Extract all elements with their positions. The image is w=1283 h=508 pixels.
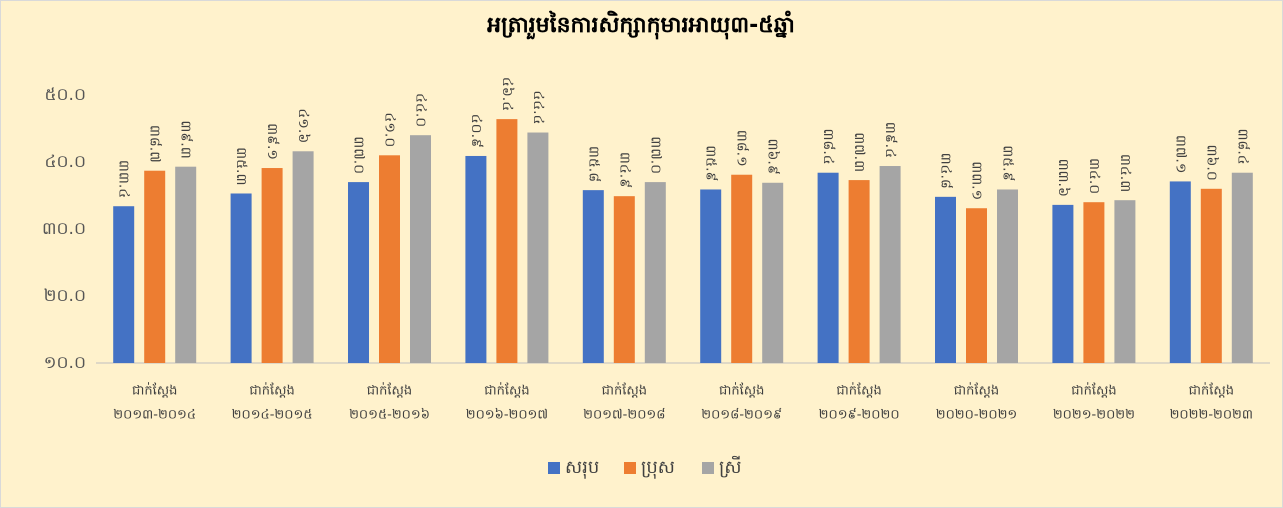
data-label: ៤៤.០ xyxy=(413,93,429,127)
data-label: ៣៤.០ xyxy=(1086,158,1102,194)
x-tick-label: ជាក់ស្តែង xyxy=(954,382,999,399)
data-label: ៣៩.៤ xyxy=(882,122,898,158)
legend-label: សរុប xyxy=(565,457,599,479)
data-label: ៤០.៩ xyxy=(468,114,484,148)
data-label: ៣៣.១ xyxy=(969,161,985,200)
chart-title: អត្រារួមនៃការសិក្សាកុមារអាយុ៣-៥ឆ្នាំ xyxy=(487,10,795,40)
data-label: ៣៥.៩ xyxy=(703,145,719,181)
data-label: ៣៨.៤ xyxy=(820,128,836,164)
y-tick-label: ៤០.០ xyxy=(44,152,86,172)
bar xyxy=(1231,172,1253,363)
data-label: ៣៧.០ xyxy=(351,136,367,174)
bar xyxy=(379,155,400,363)
data-label: ៣៨.១ xyxy=(734,130,750,167)
bar xyxy=(261,168,283,363)
x-tick-label: ២០២២-២០២៣ xyxy=(1170,408,1253,423)
data-label: ៣៧.០ xyxy=(647,136,663,174)
x-tick-label: ជាក់ស្តែង xyxy=(249,382,294,399)
x-tick-label: ជាក់ស្តែង xyxy=(602,382,647,399)
data-label: ៣៦.៩ xyxy=(765,139,781,175)
bar xyxy=(292,151,314,363)
x-tick-label: ២០១៧-២០១៨ xyxy=(583,408,665,423)
data-label: ៣៣.៦ xyxy=(1055,159,1071,197)
data-label: ៤៤.៤ xyxy=(530,90,546,124)
data-label: ៤៦.៤ xyxy=(499,77,515,111)
legend-swatch xyxy=(548,462,560,474)
data-label: ៣៩.១ xyxy=(264,123,280,160)
data-label: ៣៤.៣ xyxy=(1117,154,1133,192)
x-tick-label: ជាក់ស្តែង xyxy=(132,382,177,399)
data-label: ៤១.៦ xyxy=(295,108,311,143)
data-label: ៣៥.៨ xyxy=(585,146,601,182)
data-label: ៣៩.៣ xyxy=(178,120,194,158)
bar xyxy=(997,189,1018,363)
data-label: ៣៦.០ xyxy=(1203,145,1219,181)
x-tick-label: ជាក់ស្តែង xyxy=(484,382,529,399)
bar xyxy=(113,206,135,363)
bar xyxy=(1169,181,1191,363)
bar xyxy=(527,132,549,363)
bar xyxy=(1052,204,1074,363)
x-tick-label: ជាក់ស្តែង xyxy=(719,382,764,399)
bar xyxy=(644,182,666,363)
bar xyxy=(817,172,839,363)
bar xyxy=(700,189,722,363)
x-tick-label: ២០១៦-២០១៧ xyxy=(466,408,548,423)
x-tick-label: ២០២១-២០២២ xyxy=(1053,408,1135,423)
legend-label: ស្រី xyxy=(719,455,742,478)
bar xyxy=(1114,200,1136,363)
bar xyxy=(613,196,635,363)
bar xyxy=(762,182,784,363)
x-tick-label: ជាក់ស្តែង xyxy=(1189,382,1234,399)
data-label: ៣៨.៤ xyxy=(1234,128,1250,164)
x-tick-label: ២០១៨-២០១៩ xyxy=(701,408,782,423)
y-tick-label: ៥០.០ xyxy=(44,85,86,105)
data-label: ៣៧.៣ xyxy=(851,132,867,172)
y-tick-label: ៣០.០ xyxy=(42,219,86,239)
bar xyxy=(731,174,753,363)
bar xyxy=(410,135,431,363)
x-tick-label: ជាក់ស្តែង xyxy=(367,382,412,399)
data-label: ៣៤.៩ xyxy=(616,152,632,188)
data-label: ៣៤.៨ xyxy=(938,153,954,189)
data-label: ៣៨.៧ xyxy=(147,125,163,163)
data-label: ៣៥.៣ xyxy=(233,147,249,185)
bar xyxy=(1083,202,1105,363)
x-tick-label: ២០២០-២០២១ xyxy=(936,408,1018,423)
bar xyxy=(935,196,956,363)
bar xyxy=(848,180,870,363)
legend-label: ប្រុស xyxy=(641,457,675,479)
bar xyxy=(465,155,487,363)
bar xyxy=(496,119,518,364)
x-tick-label: ២០១៣-២០១៤ xyxy=(113,408,196,423)
bar xyxy=(1200,188,1222,363)
data-label: ៣៣.៤ xyxy=(116,160,132,198)
bar xyxy=(175,166,197,363)
x-tick-label: ២០១៥-២០១៦ xyxy=(349,408,430,423)
x-tick-label: ២០១៤-២០១៥ xyxy=(232,408,313,423)
x-tick-label: ជាក់ស្តែង xyxy=(836,382,881,399)
data-label: ៤១.០ xyxy=(382,112,398,147)
bar xyxy=(966,208,987,363)
bar xyxy=(879,166,901,363)
x-tick-label: ជាក់ស្តែង xyxy=(1071,382,1116,399)
legend-swatch xyxy=(702,462,714,474)
legend-swatch xyxy=(624,462,636,474)
y-tick-label: ១០.០ xyxy=(44,353,86,373)
bar xyxy=(230,193,252,363)
bar xyxy=(582,190,604,363)
y-tick-label: ២០.០ xyxy=(44,286,86,306)
bar xyxy=(348,182,369,363)
data-label: ៣៥.៩ xyxy=(1000,145,1016,181)
data-label: ៣៧.១ xyxy=(1172,135,1188,174)
x-tick-label: ២០១៩-២០២០ xyxy=(819,408,900,423)
bar xyxy=(144,170,166,363)
